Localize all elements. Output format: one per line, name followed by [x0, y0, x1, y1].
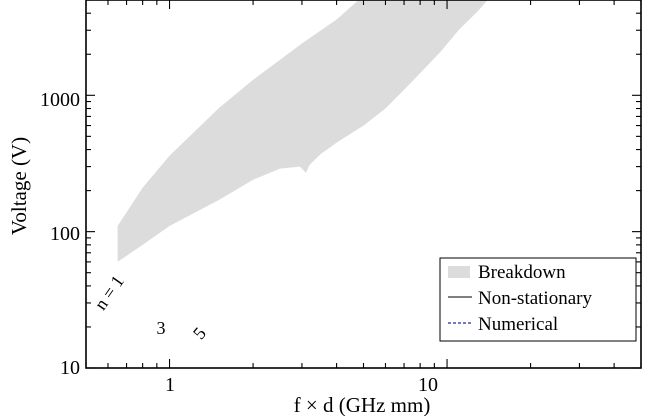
breakdown-region: [117, 0, 488, 262]
y-tick-label-1000: 1000: [40, 89, 80, 111]
legend-box: [439, 257, 637, 342]
plot-area: [117, 0, 488, 262]
y-tick-label-100: 100: [50, 223, 80, 245]
mode-label-3: 3: [157, 318, 166, 338]
mode-label-n1: n = 1: [90, 272, 128, 314]
y-tick-label-10: 10: [60, 357, 80, 379]
legend-label-non-stationary: Non-stationary: [478, 288, 592, 309]
x-tick-label-1: 1: [165, 374, 175, 396]
axis-ticks: [85, 0, 642, 369]
x-tick-label-10: 10: [418, 374, 438, 396]
legend-label-breakdown: Breakdown: [478, 262, 566, 283]
mode-label-5: 5: [189, 323, 210, 343]
legend-swatch-breakdown: [448, 266, 470, 278]
legend-label-numerical: Numerical: [478, 314, 558, 335]
y-axis-title: Voltage (V): [7, 137, 31, 235]
legend: Breakdown Non-stationary Numerical: [439, 257, 637, 342]
x-axis-title: f × d (GHz mm): [294, 393, 431, 416]
